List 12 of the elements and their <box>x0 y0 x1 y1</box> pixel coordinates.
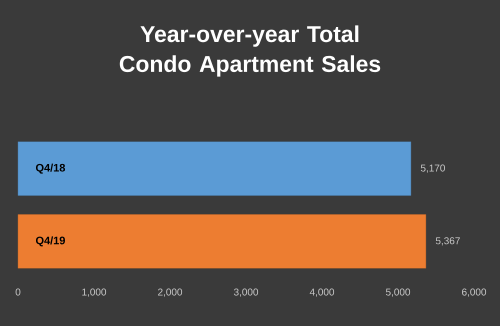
data-label: 5,367 <box>436 237 460 246</box>
x-tick-label: 5,000 <box>386 288 410 297</box>
data-label: 5,170 <box>420 164 445 173</box>
x-tick-label: 6,000 <box>462 288 486 297</box>
x-tick-label: 2,000 <box>158 288 182 297</box>
y-tick-label: Q4/19 <box>36 236 65 246</box>
chart-title: Year-over-year Total Condo Apartment Sales <box>120 25 380 77</box>
x-tick-label: 3,000 <box>234 288 258 297</box>
x-tick-label: 4,000 <box>310 288 334 297</box>
y-tick-label: Q4/18 <box>36 164 66 174</box>
x-tick-label: 1,000 <box>82 288 106 297</box>
x-tick-label: 0 <box>16 288 20 296</box>
